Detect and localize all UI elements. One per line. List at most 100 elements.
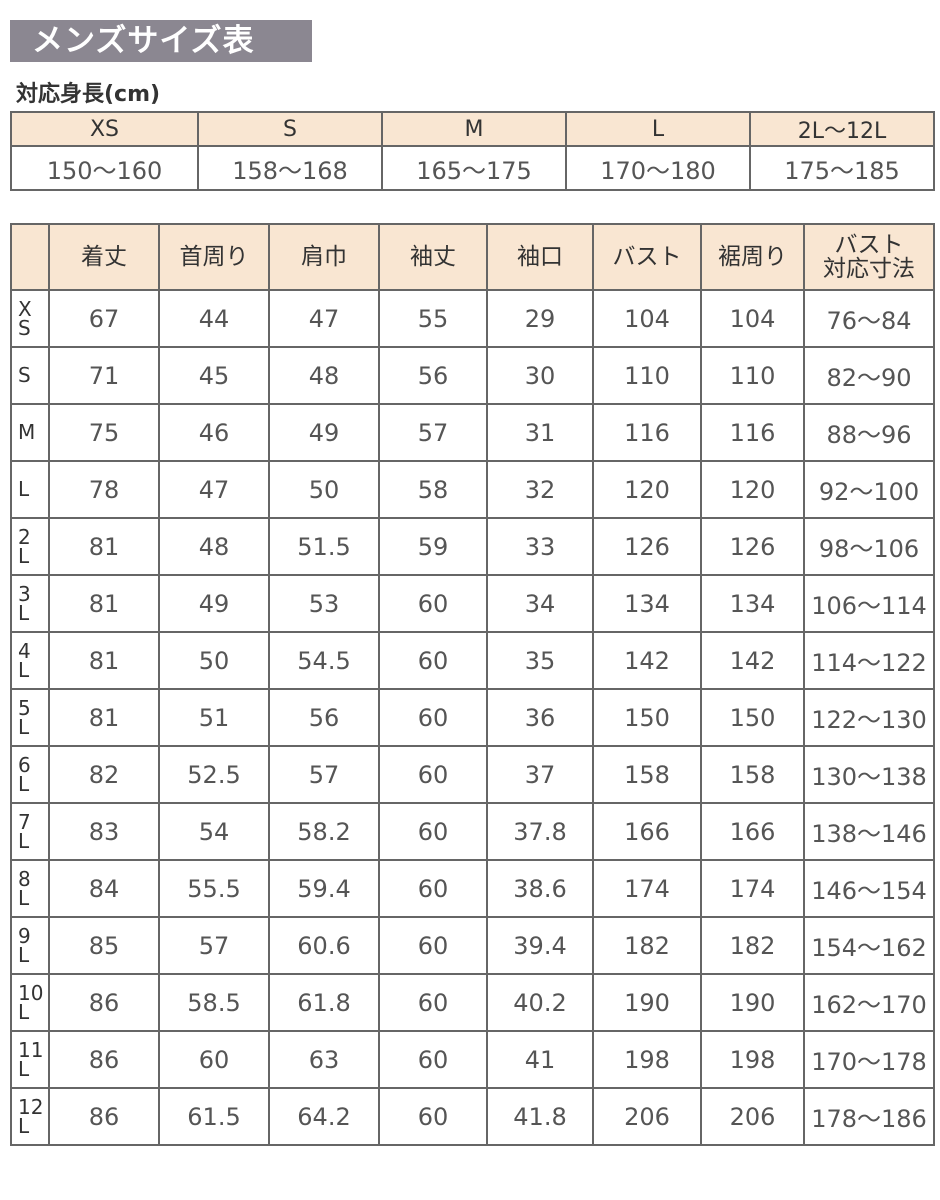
table-cell: 78	[48, 460, 160, 519]
table-cell: 60	[378, 745, 488, 804]
table-cell: 41	[486, 1030, 594, 1089]
table-cell: 81	[48, 517, 160, 576]
table-cell: 61.5	[158, 1087, 270, 1146]
table-cell: 67	[48, 289, 160, 348]
table-cell: 58.5	[158, 973, 270, 1032]
table-cell: 59.4	[268, 859, 380, 918]
size-label: X S	[10, 289, 50, 348]
table-cell: 130〜138	[803, 745, 935, 804]
height-size-header: M	[381, 111, 567, 147]
size-label: 11 L	[10, 1030, 50, 1089]
table-row: 11 L 86 60 63 60 41 198 198 170〜178	[10, 1030, 935, 1089]
table-cell: 44	[158, 289, 270, 348]
table-cell: 126	[592, 517, 702, 576]
table-cell: 56	[378, 346, 488, 405]
table-cell: 50	[158, 631, 270, 690]
size-label: 3 L	[10, 574, 50, 633]
table-cell: 60	[378, 859, 488, 918]
table-cell: 30	[486, 346, 594, 405]
table-cell: 55.5	[158, 859, 270, 918]
size-label: L	[10, 460, 50, 519]
size-label: 12 L	[10, 1087, 50, 1146]
height-range-cell: 170〜180	[565, 145, 751, 191]
table-cell: 174	[700, 859, 805, 918]
table-cell: 58	[378, 460, 488, 519]
height-size-header: 2L〜12L	[749, 111, 935, 147]
height-size-header: L	[565, 111, 751, 147]
column-header: 裾周り	[700, 223, 805, 291]
table-row: 5 L 81 51 56 60 36 150 150 122〜130	[10, 688, 935, 747]
column-header: バスト	[592, 223, 702, 291]
height-table-header: XS S M L 2L〜12L	[10, 111, 935, 147]
size-label: 2 L	[10, 517, 50, 576]
table-cell: 39.4	[486, 916, 594, 975]
height-range-cell: 165〜175	[381, 145, 567, 191]
page-title: メンズサイズ表	[10, 20, 312, 62]
table-cell: 45	[158, 346, 270, 405]
table-cell: 60	[378, 688, 488, 747]
table-cell: 86	[48, 1087, 160, 1146]
table-cell: 106〜114	[803, 574, 935, 633]
size-label: S	[10, 346, 50, 405]
table-cell: 32	[486, 460, 594, 519]
column-header: バスト 対応寸法	[803, 223, 935, 291]
table-row: 9 L 85 57 60.6 60 39.4 182 182 154〜162	[10, 916, 935, 975]
table-cell: 60	[378, 631, 488, 690]
table-cell: 154〜162	[803, 916, 935, 975]
table-cell: 57	[378, 403, 488, 462]
table-cell: 86	[48, 1030, 160, 1089]
table-cell: 110	[592, 346, 702, 405]
table-row: 6 L 82 52.5 57 60 37 158 158 130〜138	[10, 745, 935, 804]
table-cell: 198	[592, 1030, 702, 1089]
table-cell: 206	[700, 1087, 805, 1146]
size-label: 7 L	[10, 802, 50, 861]
height-table-row: 150〜160 158〜168 165〜175 170〜180 175〜185	[10, 145, 935, 191]
table-cell: 51.5	[268, 517, 380, 576]
table-cell: 38.6	[486, 859, 594, 918]
table-cell: 34	[486, 574, 594, 633]
table-row: 3 L 81 49 53 60 34 134 134 106〜114	[10, 574, 935, 633]
table-row: X S 67 44 47 55 29 104 104 76〜84	[10, 289, 935, 348]
table-cell: 142	[700, 631, 805, 690]
table-cell: 110	[700, 346, 805, 405]
column-header: 着丈	[48, 223, 160, 291]
table-row: 10 L 86 58.5 61.8 60 40.2 190 190 162〜170	[10, 973, 935, 1032]
size-table-header: 着丈 首周り 肩巾 袖丈 袖口 バスト 裾周り バスト 対応寸法	[10, 223, 935, 291]
table-cell: 82〜90	[803, 346, 935, 405]
table-cell: 142	[592, 631, 702, 690]
table-cell: 76〜84	[803, 289, 935, 348]
table-cell: 57	[158, 916, 270, 975]
table-row: L 78 47 50 58 32 120 120 92〜100	[10, 460, 935, 519]
height-table: XS S M L 2L〜12L 150〜160 158〜168 165〜175 170〜180…	[10, 111, 935, 191]
table-cell: 54.5	[268, 631, 380, 690]
height-range-cell: 158〜168	[197, 145, 383, 191]
table-cell: 33	[486, 517, 594, 576]
table-cell: 75	[48, 403, 160, 462]
table-cell: 206	[592, 1087, 702, 1146]
size-label: M	[10, 403, 50, 462]
table-cell: 50	[268, 460, 380, 519]
table-cell: 150	[700, 688, 805, 747]
table-cell: 57	[268, 745, 380, 804]
height-size-header: XS	[10, 111, 199, 147]
table-cell: 166	[592, 802, 702, 861]
table-cell: 190	[592, 973, 702, 1032]
table-cell: 60	[378, 916, 488, 975]
table-cell: 122〜130	[803, 688, 935, 747]
table-cell: 116	[592, 403, 702, 462]
table-cell: 162〜170	[803, 973, 935, 1032]
height-section-label: 対応身長(cm)	[16, 82, 161, 107]
table-cell: 51	[158, 688, 270, 747]
height-range-cell: 150〜160	[10, 145, 199, 191]
table-cell: 49	[268, 403, 380, 462]
table-row: M 75 46 49 57 31 116 116 88〜96	[10, 403, 935, 462]
table-cell: 61.8	[268, 973, 380, 1032]
table-cell: 126	[700, 517, 805, 576]
table-cell: 81	[48, 631, 160, 690]
table-cell: 150	[592, 688, 702, 747]
table-cell: 82	[48, 745, 160, 804]
table-cell: 55	[378, 289, 488, 348]
table-cell: 71	[48, 346, 160, 405]
table-cell: 98〜106	[803, 517, 935, 576]
table-cell: 64.2	[268, 1087, 380, 1146]
